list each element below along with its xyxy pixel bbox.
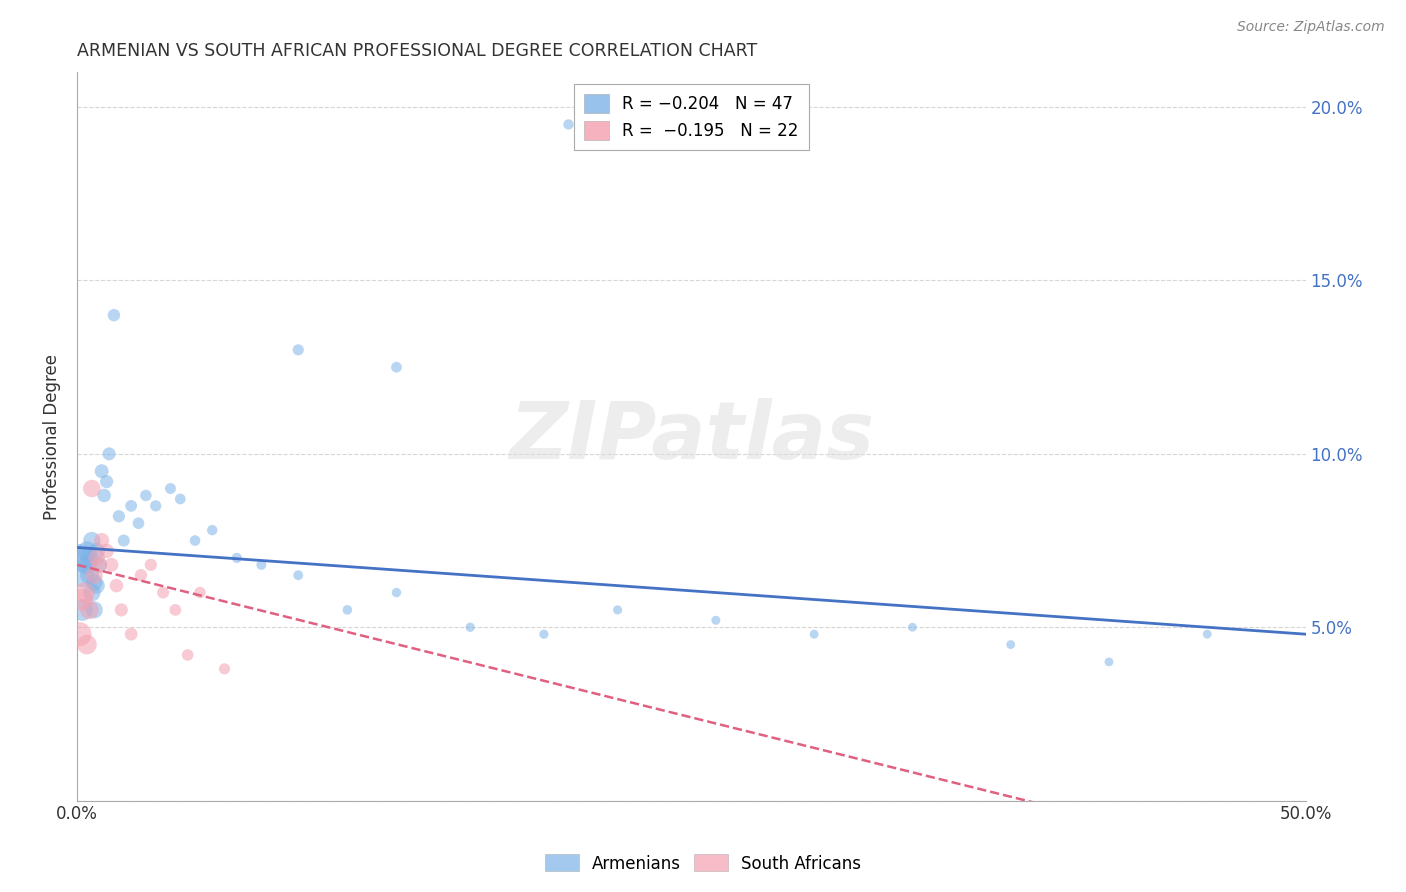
Legend: R = −0.204   N = 47, R =  −0.195   N = 22: R = −0.204 N = 47, R = −0.195 N = 22 — [574, 85, 808, 150]
Point — [110, 603, 132, 617]
Point — [128, 516, 150, 531]
Text: Source: ZipAtlas.com: Source: ZipAtlas.com — [1237, 20, 1385, 34]
Point — [188, 585, 211, 599]
Point — [93, 488, 115, 502]
Point — [557, 118, 579, 132]
Point — [96, 475, 118, 489]
Point — [98, 447, 121, 461]
Point — [79, 550, 101, 565]
Point — [83, 603, 105, 617]
Point — [89, 558, 111, 572]
Point — [458, 620, 481, 634]
Point — [184, 533, 207, 548]
Point — [129, 568, 152, 582]
Point — [76, 558, 98, 572]
Point — [385, 360, 408, 375]
Point — [86, 579, 108, 593]
Point — [176, 648, 198, 662]
Point — [69, 550, 91, 565]
Point — [70, 603, 93, 617]
Legend: Armenians, South Africans: Armenians, South Africans — [538, 847, 868, 880]
Point — [606, 603, 628, 617]
Point — [90, 464, 112, 478]
Point — [76, 544, 98, 558]
Point — [1197, 627, 1219, 641]
Point — [901, 620, 924, 634]
Point — [76, 638, 98, 652]
Point — [152, 585, 174, 599]
Point — [70, 568, 93, 582]
Point — [145, 499, 167, 513]
Point — [120, 627, 142, 641]
Point — [287, 568, 309, 582]
Point — [287, 343, 309, 357]
Point — [103, 308, 125, 322]
Point — [225, 550, 247, 565]
Point — [120, 499, 142, 513]
Y-axis label: Professional Degree: Professional Degree — [44, 353, 60, 519]
Point — [336, 603, 359, 617]
Text: ZIPatlas: ZIPatlas — [509, 398, 873, 475]
Point — [533, 627, 555, 641]
Point — [214, 662, 236, 676]
Point — [79, 603, 101, 617]
Point — [86, 544, 108, 558]
Text: ARMENIAN VS SOUTH AFRICAN PROFESSIONAL DEGREE CORRELATION CHART: ARMENIAN VS SOUTH AFRICAN PROFESSIONAL D… — [77, 42, 758, 60]
Point — [1098, 655, 1121, 669]
Point — [73, 550, 96, 565]
Point — [105, 579, 128, 593]
Point — [165, 603, 187, 617]
Point — [80, 533, 103, 548]
Point — [80, 585, 103, 599]
Point — [89, 558, 111, 572]
Point — [80, 482, 103, 496]
Point — [83, 568, 105, 582]
Point — [169, 491, 191, 506]
Point — [70, 592, 93, 607]
Point — [73, 585, 96, 599]
Point — [108, 509, 131, 524]
Point — [79, 568, 101, 582]
Point — [1000, 638, 1022, 652]
Point — [96, 544, 118, 558]
Point — [139, 558, 162, 572]
Point — [69, 627, 91, 641]
Point — [90, 533, 112, 548]
Point — [704, 613, 727, 627]
Point — [112, 533, 135, 548]
Point — [201, 523, 224, 537]
Point — [100, 558, 122, 572]
Point — [803, 627, 825, 641]
Point — [250, 558, 273, 572]
Point — [135, 488, 157, 502]
Point — [385, 585, 408, 599]
Point — [86, 550, 108, 565]
Point — [83, 575, 105, 590]
Point — [159, 482, 181, 496]
